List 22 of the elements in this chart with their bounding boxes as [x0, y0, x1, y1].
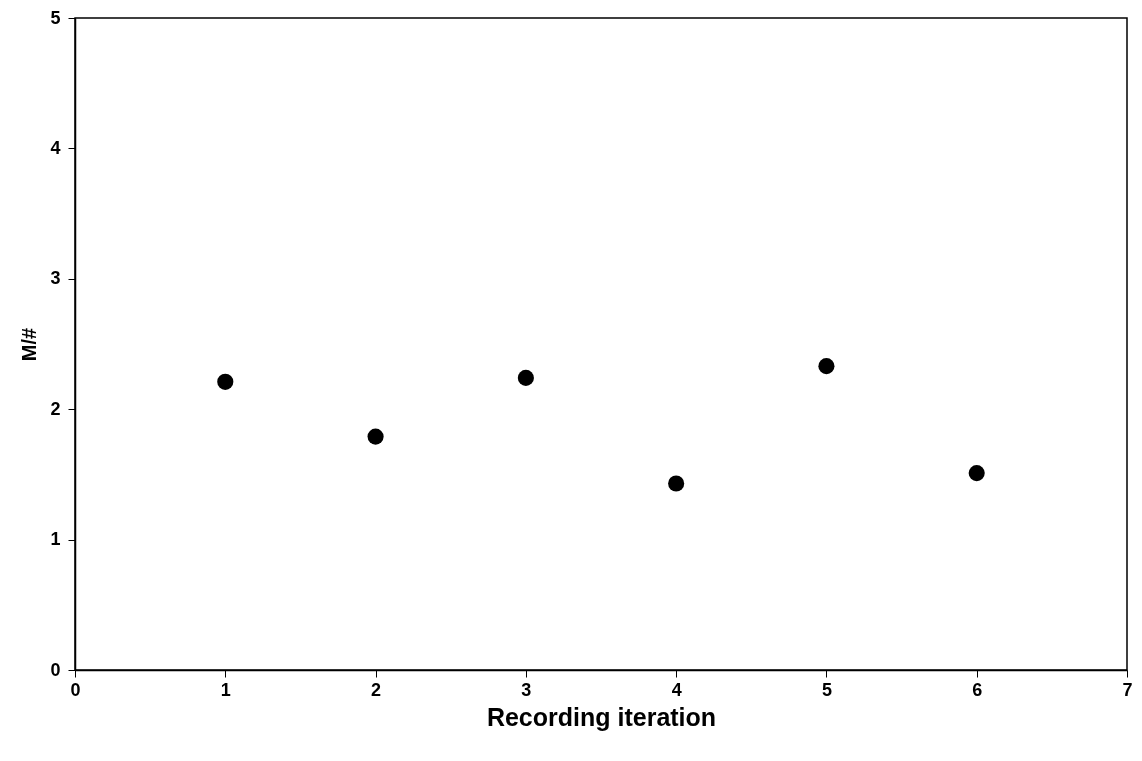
point — [217, 373, 234, 390]
y-tick-label: 1 — [50, 529, 61, 550]
y-tick-label: 2 — [50, 398, 61, 419]
point — [968, 465, 985, 482]
x-tick-label: 4 — [671, 679, 682, 700]
point — [818, 358, 835, 375]
x-axis-title: Recording iteration — [486, 702, 717, 731]
y-tick-label: 5 — [50, 7, 61, 28]
point — [517, 369, 534, 386]
point — [367, 428, 384, 445]
x-tick-label: 2 — [371, 679, 382, 700]
x-tick-label: 1 — [220, 679, 231, 700]
y-tick-label: 0 — [50, 659, 61, 680]
x-tick-label: 6 — [972, 679, 983, 700]
x-tick-label: 5 — [821, 679, 832, 700]
x-tick-label: 3 — [521, 679, 532, 700]
x-tick-label: 7 — [1122, 679, 1133, 700]
point — [668, 475, 685, 492]
x-tick-label: 0 — [70, 679, 81, 700]
y-tick-label: 4 — [50, 137, 61, 158]
y-axis-title: M/# — [18, 327, 41, 362]
y-tick-label: 3 — [50, 268, 61, 289]
